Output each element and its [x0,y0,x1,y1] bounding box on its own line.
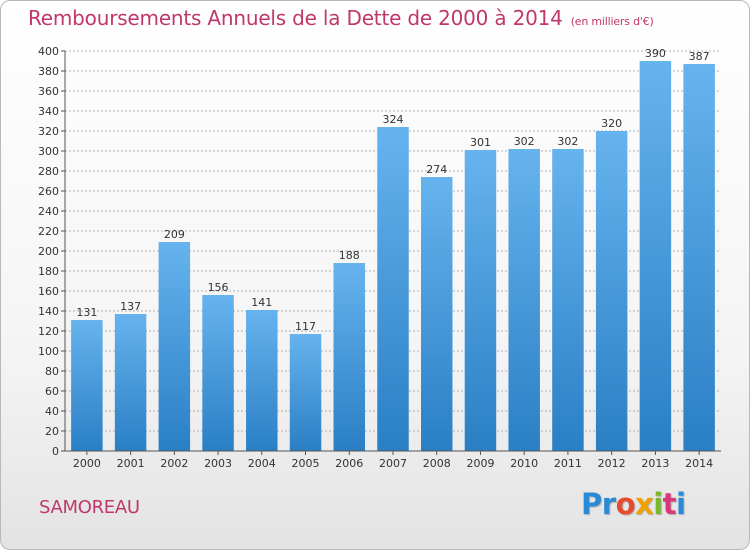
data-label: 301 [470,136,491,149]
y-tick-label: 80 [45,365,59,378]
bar [158,242,191,451]
y-tick-label: 20 [45,425,59,438]
y-tick-label: 400 [38,45,59,58]
y-tick-label: 120 [38,325,59,338]
x-axis-ticks: 2000 2001 2002 2003 2004 2005 2006 2007 2008 2009… [73,451,713,470]
data-label: 131 [76,306,97,319]
y-tick-label: 300 [38,145,59,158]
bar [683,64,715,451]
logo-part: i [676,487,686,521]
y-tick-label: 220 [38,225,59,238]
bar [246,310,278,451]
x-tick-label: 2000 [73,457,101,470]
y-tick-label: 160 [38,285,59,298]
y-tick-label: 0 [52,445,59,458]
y-tick-label: 340 [38,105,59,118]
data-label: 302 [557,135,578,148]
axes [64,51,721,452]
bar [202,295,234,451]
x-tick-label: 2012 [598,457,626,470]
chart-title: Remboursements Annuels de la Dette de 20… [28,6,654,30]
data-label: 156 [208,281,229,294]
logo-part: t [662,487,677,521]
bar [71,320,103,451]
x-tick-label: 2008 [423,457,451,470]
bar [464,150,497,451]
data-label: 117 [295,320,316,333]
bar [595,131,628,451]
bar [508,149,540,451]
x-tick-label: 2013 [641,457,669,470]
data-label: 390 [645,47,666,60]
data-label: 274 [426,163,447,176]
proxiti-logo: Proxiti [581,487,686,521]
data-label: 141 [251,296,272,309]
bar [639,61,672,451]
x-tick-label: 2014 [685,457,713,470]
chart-unit: (en milliers d'€) [570,15,654,28]
x-tick-label: 2010 [510,457,538,470]
x-tick-label: 2002 [160,457,188,470]
x-tick-label: 2005 [292,457,320,470]
data-label: 209 [164,228,185,241]
data-label: 137 [120,300,141,313]
x-tick-label: 2007 [379,457,407,470]
logo-part: x [635,487,654,521]
y-tick-label: 320 [38,125,59,138]
data-label: 324 [383,113,404,126]
town-name: SAMOREAU [39,497,140,518]
bars [71,61,715,451]
x-tick-label: 2006 [335,457,363,470]
y-tick-label: 360 [38,85,59,98]
bar [420,177,453,451]
y-tick-label: 140 [38,305,59,318]
y-tick-label: 380 [38,65,59,78]
y-tick-label: 200 [38,245,59,258]
logo-part: Pr [581,487,616,521]
y-axis-ticks: 0 20 40 60 80 100 120 140 160 180 200 220 240 260 280 3… [38,45,65,458]
x-tick-label: 2001 [117,457,145,470]
x-tick-label: 2011 [554,457,582,470]
y-tick-label: 180 [38,265,59,278]
bar [552,149,584,451]
chart-title-text: Remboursements Annuels de la Dette de 20… [28,6,563,30]
data-label: 320 [601,117,622,130]
y-tick-label: 260 [38,185,59,198]
data-label: 188 [339,249,360,262]
y-tick-label: 60 [45,385,59,398]
bar [377,127,409,451]
x-tick-label: 2009 [466,457,494,470]
x-tick-label: 2004 [248,457,276,470]
bar [114,314,147,451]
logo-part: i [653,487,663,521]
y-tick-label: 40 [45,405,59,418]
bar [289,334,322,451]
y-tick-label: 240 [38,205,59,218]
y-tick-label: 100 [38,345,59,358]
logo-part: o [615,487,636,521]
data-label: 302 [514,135,535,148]
data-labels: 131 137 209 156 141 117 188 324 274 301 302 302 320 3… [76,47,709,333]
bar [333,263,366,451]
y-tick-label: 280 [38,165,59,178]
data-label: 387 [689,50,710,63]
x-tick-label: 2003 [204,457,232,470]
